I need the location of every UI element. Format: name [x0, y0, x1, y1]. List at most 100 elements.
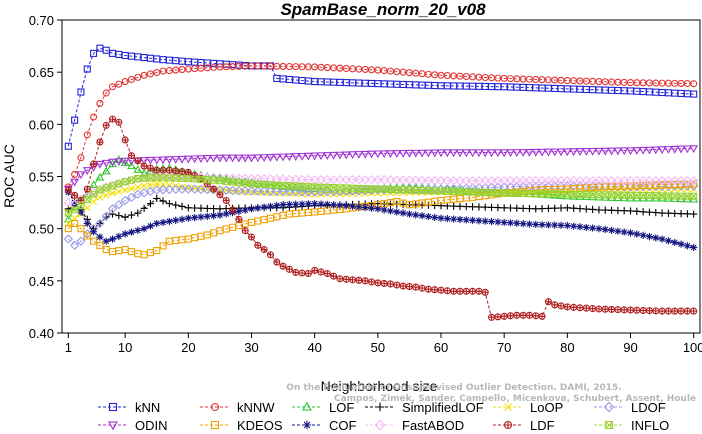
data-point-inflo [64, 209, 72, 217]
data-point-cof [494, 218, 502, 226]
data-point-simplifiedlof [595, 206, 603, 214]
data-point-odin [146, 156, 155, 165]
data-point-fastabod [430, 175, 440, 186]
data-point-cof [311, 200, 319, 208]
data-point-cof [639, 231, 647, 239]
data-point-ldf [690, 307, 698, 315]
data-point-odin [215, 154, 225, 163]
legend-marker [374, 419, 386, 431]
data-point-ldof [76, 236, 86, 246]
data-point-simplifiedlof [146, 200, 155, 208]
data-point-ldf [671, 307, 679, 315]
data-point-cof [323, 200, 331, 209]
x-tick-label: 60 [434, 340, 448, 355]
data-point-simplifiedlof [525, 205, 534, 213]
data-point-fastabod [556, 175, 566, 186]
data-point-loop [102, 191, 110, 199]
data-point-ldf [178, 168, 186, 176]
data-point-odin [373, 150, 383, 159]
data-point-odin [398, 150, 408, 158]
data-point-inflo [671, 192, 679, 200]
data-point-simplifiedlof [210, 205, 218, 213]
data-point-odin [101, 159, 111, 168]
data-point-ldf [633, 306, 641, 314]
data-point-simplifiedlof [456, 202, 464, 210]
data-point-ldf [475, 287, 483, 295]
data-point-fastabod [670, 175, 680, 186]
data-point-cof [216, 211, 224, 219]
data-point-odin [449, 149, 459, 158]
data-point-fastabod [354, 174, 364, 185]
data-point-knnw [153, 68, 161, 77]
series-ldf [64, 115, 698, 321]
data-point-ldf [626, 306, 635, 314]
data-point-ldf [443, 287, 451, 295]
data-point-ldof [126, 192, 137, 203]
data-point-odin [632, 147, 642, 155]
data-point-odin [682, 145, 692, 154]
data-point-ldof [171, 184, 181, 195]
data-point-inflo [336, 184, 344, 192]
data-point-simplifiedlof [576, 205, 584, 213]
data-point-fastabod [398, 175, 408, 185]
y-tick-label: 0.60 [29, 117, 54, 132]
data-point-ldf [551, 301, 559, 309]
data-point-cof [513, 219, 521, 227]
data-point-simplifiedlof [658, 209, 666, 217]
data-point-knn [90, 49, 98, 57]
data-point-ldof [309, 187, 320, 197]
legend-item-inflo: INFLO [594, 418, 669, 433]
data-point-fastabod [689, 175, 699, 186]
data-point-odin [455, 149, 465, 158]
data-point-odin [512, 149, 522, 158]
data-point-cof [178, 215, 186, 223]
data-point-ldf [645, 307, 654, 315]
data-point-fastabod [613, 175, 623, 186]
data-point-ldf [285, 265, 293, 273]
legend-marker [108, 402, 118, 412]
data-point-odin [259, 154, 269, 163]
data-point-cof [134, 226, 142, 235]
data-point-ldof [202, 184, 212, 195]
data-point-odin [303, 152, 313, 161]
data-point-ldof [246, 186, 257, 196]
data-point-odin [322, 152, 332, 160]
data-point-ldof [107, 204, 118, 214]
data-point-cof [671, 238, 679, 247]
data-point-fastabod [543, 175, 554, 186]
data-point-ldf [513, 311, 521, 319]
data-point-odin [108, 158, 117, 167]
data-point-ldf [342, 275, 350, 283]
y-axis-label: ROC AUC [1, 144, 17, 208]
legend-marker [108, 421, 118, 431]
data-point-fastabod [625, 175, 636, 186]
data-point-odin [581, 148, 591, 156]
data-point-ldof [158, 185, 168, 195]
data-point-loop [153, 180, 161, 188]
data-point-loop [96, 193, 104, 201]
legend-item-lof: LOF [292, 400, 354, 415]
data-point-cof [127, 228, 136, 236]
data-point-cof [475, 217, 483, 225]
data-point-loop [184, 184, 192, 192]
data-point-kdeos [96, 241, 104, 249]
data-point-ldof [120, 195, 130, 206]
legend-label: LDF [530, 418, 555, 433]
data-point-ldf [481, 288, 489, 296]
data-point-odin [562, 148, 572, 157]
data-point-ldf [311, 266, 319, 274]
data-point-inflo [121, 178, 129, 186]
data-point-inflo [690, 192, 698, 200]
data-point-cof [184, 214, 192, 222]
data-point-odin [531, 148, 541, 157]
data-point-ldf [525, 311, 533, 319]
data-point-simplifiedlof [601, 206, 609, 214]
data-point-cof [424, 212, 432, 221]
data-point-ldf [90, 160, 98, 168]
x-tick-label: 90 [623, 340, 637, 355]
data-point-odin [70, 178, 80, 187]
data-point-simplifiedlof [557, 204, 565, 212]
data-point-simplifiedlof [197, 204, 205, 212]
data-point-ldof [303, 187, 314, 197]
data-point-fastabod [461, 175, 471, 186]
